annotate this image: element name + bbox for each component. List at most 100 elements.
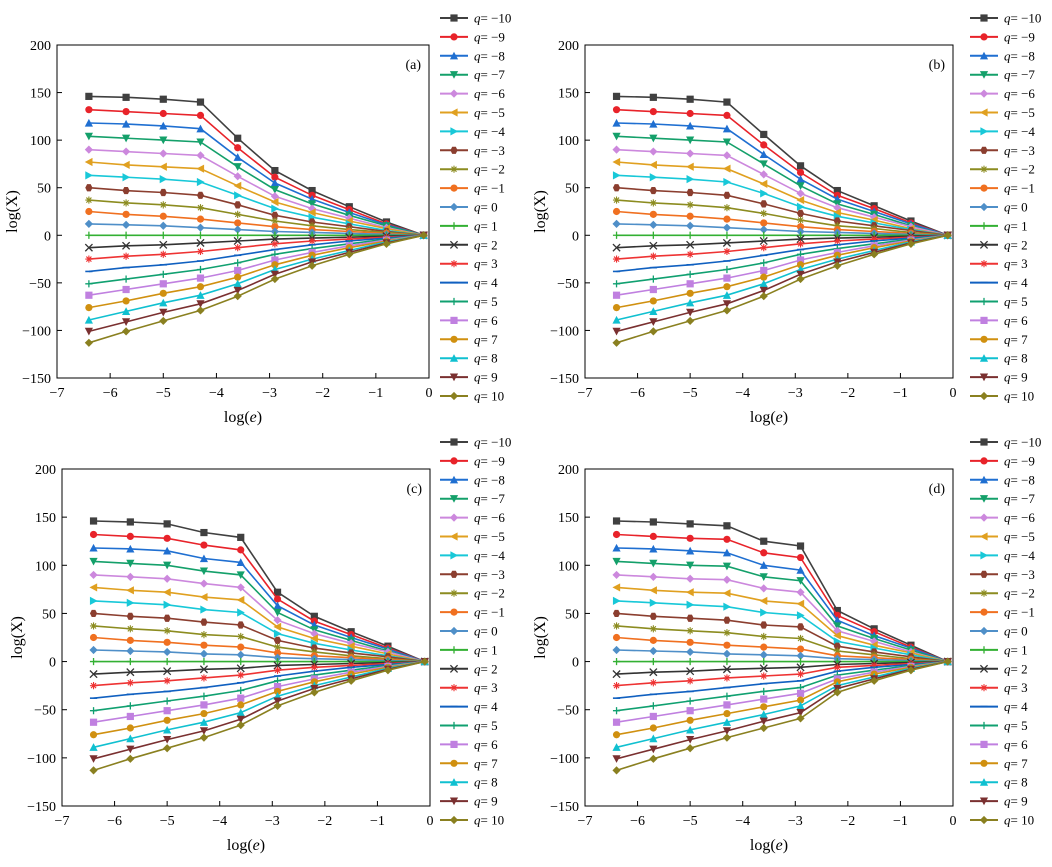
panel-d-data-point — [612, 570, 621, 580]
panel-c-data-point — [126, 586, 134, 595]
legend-label: q= 8 — [474, 775, 498, 790]
panel-b-data-point — [612, 303, 621, 312]
panel-d-legend-item: q= 5 — [970, 718, 1028, 733]
panel-c-data-point — [199, 727, 209, 735]
panel-b-data-point — [760, 273, 768, 281]
panel-a-data-point — [234, 231, 242, 239]
panel-d-data-point — [612, 743, 621, 751]
legend-swatch-marker — [449, 71, 459, 79]
panel-d-data-point — [649, 572, 658, 581]
panel-b-data-point — [649, 173, 658, 182]
panel-d-data-point — [649, 668, 658, 677]
panel-a-data-point — [121, 160, 130, 169]
panel-a-data-point — [84, 219, 93, 228]
legend-swatch-marker — [979, 373, 989, 382]
panel-c-data-point — [163, 647, 172, 657]
panel-a-series-line — [88, 95, 424, 237]
panel-b-data-point — [759, 292, 768, 301]
panel-d-data-point — [870, 661, 878, 670]
panel-b-legend-item: q= 8 — [970, 351, 1028, 366]
panel-b-legend-item: q= 1 — [970, 218, 1028, 233]
panel-b-data-point — [723, 177, 732, 187]
panel-d-data-point — [723, 709, 731, 718]
panel-b-data-point — [612, 231, 621, 239]
panel-a-data-point — [196, 274, 205, 282]
panel-c-data-point — [273, 595, 282, 603]
panel-c-data-point — [126, 679, 134, 687]
legend-swatch-marker — [980, 438, 988, 446]
panel-d-ytick-label: 200 — [558, 463, 579, 478]
panel-a-series-line — [88, 223, 424, 237]
panel-a-data-point — [122, 108, 130, 116]
panel-d-legend-item: q= −6 — [970, 510, 1035, 525]
legend-swatch-marker — [449, 778, 459, 786]
panel-a-data-point — [196, 138, 205, 147]
panel-a-data-point — [234, 219, 242, 227]
panel-c-data-point — [237, 546, 245, 554]
legend-label: q= 10 — [474, 813, 504, 828]
panel-d-legend-item: q= −8 — [970, 472, 1035, 487]
panel-d-data-point — [649, 636, 657, 644]
panel-a-series-line — [88, 135, 424, 237]
panel-c-series-line — [93, 660, 425, 699]
panel-d: −150 −100 −50 0 50 100 150 200 −7 −6 −5 −4 −3 −2 −1 0 lo… — [532, 463, 957, 854]
panel-c: −150 −100 −50 0 50 100 150 200 −7 −6 −5 −4 −3 −2 −1 0 lo… — [9, 463, 434, 854]
panel-c-data-point — [163, 520, 171, 528]
panel-c-data-point — [236, 650, 245, 659]
panel-d-data-point — [686, 520, 694, 528]
panel-d-data-point — [833, 622, 842, 631]
panel-b-data-point — [760, 266, 768, 275]
panel-a-legend-item: q= 9 — [440, 370, 498, 385]
legend-swatch-marker — [450, 608, 458, 616]
panel-b-data-point — [833, 222, 841, 230]
panel-b-legend-item: q= −5 — [970, 105, 1035, 120]
legend-swatch-marker — [979, 391, 989, 401]
panel-c-data-point — [126, 532, 134, 541]
panel-a-data-point — [122, 285, 130, 294]
panel-b-data-point — [760, 209, 768, 218]
panel-d-data-point — [612, 530, 621, 539]
panel-a-data-point — [196, 283, 205, 291]
panel-c-data-point — [237, 671, 245, 679]
panel-b-legend: q= −10 q= −9 q= −8 q= −7 q= −6 q= −5 q= −4 q= −… — [970, 11, 1041, 404]
legend-swatch-marker — [450, 740, 458, 748]
panel-a-legend-item: q= 5 — [440, 294, 498, 309]
panel-a: −150 −100 −50 0 50 100 150 200 −7 −6 −5 −4 −3 −2 −1 0 lo… — [4, 39, 433, 426]
panel-a-data-point — [270, 197, 279, 207]
legend-swatch-marker — [979, 815, 989, 825]
panel-c-series-line — [93, 625, 425, 663]
panel-d-data-point — [722, 562, 732, 571]
panel-c-data-point — [163, 534, 171, 542]
panel-b-data-point — [760, 244, 768, 252]
panel-d-data-point — [833, 606, 841, 615]
panel-d-data-point — [796, 709, 805, 717]
panel-a-data-point — [234, 210, 242, 218]
panel-d-legend-item: q= 4 — [970, 699, 1028, 714]
legend-swatch-marker — [980, 335, 988, 343]
panel-b: −150 −100 −50 0 50 100 150 200 −7 −6 −5 −4 −3 −2 −1 0 lo… — [532, 39, 957, 426]
panel-b-data-point — [649, 220, 658, 229]
panel-c-data-point — [273, 657, 282, 666]
legend-label: q= 0 — [474, 200, 498, 215]
legend-label: q= −3 — [474, 567, 505, 582]
panel-a-data-point — [233, 279, 242, 288]
panel-a-legend-item: q= 8 — [440, 351, 498, 366]
panel-d-series-line — [616, 586, 948, 663]
panel-d-data-point — [649, 657, 657, 666]
panel-c-series-line — [93, 660, 425, 736]
panel-b-data-point — [612, 118, 621, 127]
panel-d-data-point — [760, 703, 768, 711]
panel-c-data-point — [273, 629, 282, 638]
panel-d-data-point — [686, 735, 695, 744]
panel-d-legend-item: q= 7 — [970, 756, 1028, 771]
panel-d-data-point — [649, 754, 658, 763]
panel-c-legend-item: q= −9 — [440, 453, 505, 468]
panel-c-data-point — [237, 621, 245, 629]
panel-b-series-line — [616, 234, 948, 321]
panel-b-data-point — [760, 141, 768, 149]
panel-a-xtick-label: −5 — [156, 386, 171, 401]
panel-a-data-point — [122, 241, 131, 250]
panel-a-series-line — [88, 234, 424, 344]
panel-b-data-point — [796, 189, 805, 198]
panel-b-data-point — [796, 274, 805, 284]
